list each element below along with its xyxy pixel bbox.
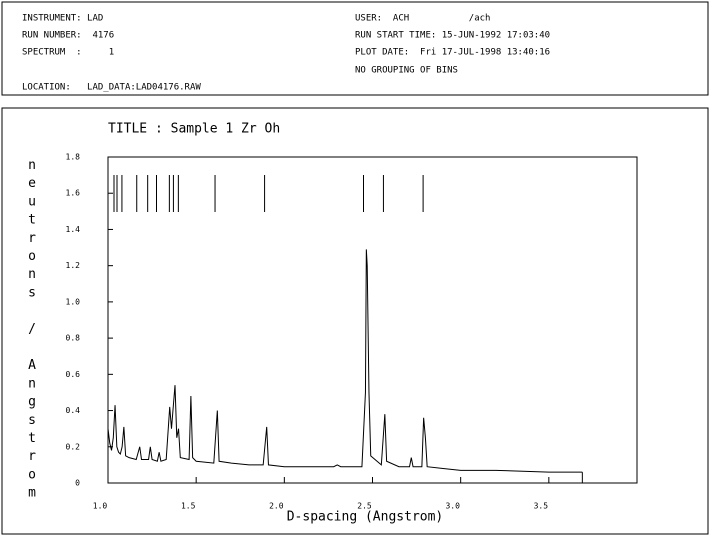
location: LOCATION: LAD_DATA:LAD04176.RAW xyxy=(22,83,201,93)
y-tick-label: 1.2 xyxy=(66,261,81,270)
y-tick-label: 0.8 xyxy=(66,334,81,343)
x-tick-label: 1.5 xyxy=(181,502,196,511)
x-tick-label: 3.5 xyxy=(534,502,549,511)
grouping: NO GROUPING OF BINS xyxy=(355,66,458,76)
x-tick-label: 3.0 xyxy=(445,502,460,511)
y-tick-label: 1.6 xyxy=(66,189,81,198)
plot-frame xyxy=(107,156,638,484)
instrument: INSTRUMENT: LAD xyxy=(22,14,103,24)
chart-box xyxy=(1,107,709,535)
spectrum-line xyxy=(107,249,583,473)
run-start: RUN START TIME: 15-JUN-1992 17:03:40 xyxy=(355,31,550,41)
header-box xyxy=(1,1,709,96)
y-tick-label: 0 xyxy=(75,479,80,488)
y-tick-label: 1.0 xyxy=(66,297,81,306)
x-axis-title: D-spacing (Angstrom) xyxy=(287,510,444,525)
user: USER: ACH /ach xyxy=(355,14,490,24)
plot-date: PLOT DATE: Fri 17-JUL-1998 13:40:16 xyxy=(355,48,550,58)
x-tick-label: 1.0 xyxy=(93,502,108,511)
x-tick-label: 2.5 xyxy=(357,502,372,511)
spectrum: SPECTRUM : 1 xyxy=(22,48,114,58)
y-tick-label: 0.4 xyxy=(66,406,81,415)
chart-title: TITLE : Sample 1 Zr Oh xyxy=(108,122,280,137)
y-tick-label: 0.6 xyxy=(66,370,81,379)
y-tick-label: 1.8 xyxy=(66,153,81,162)
run-number: RUN NUMBER: 4176 xyxy=(22,31,114,41)
x-tick-label: 2.0 xyxy=(269,502,284,511)
y-tick-label: 1.4 xyxy=(66,225,81,234)
y-tick-label: 0.2 xyxy=(66,442,81,451)
